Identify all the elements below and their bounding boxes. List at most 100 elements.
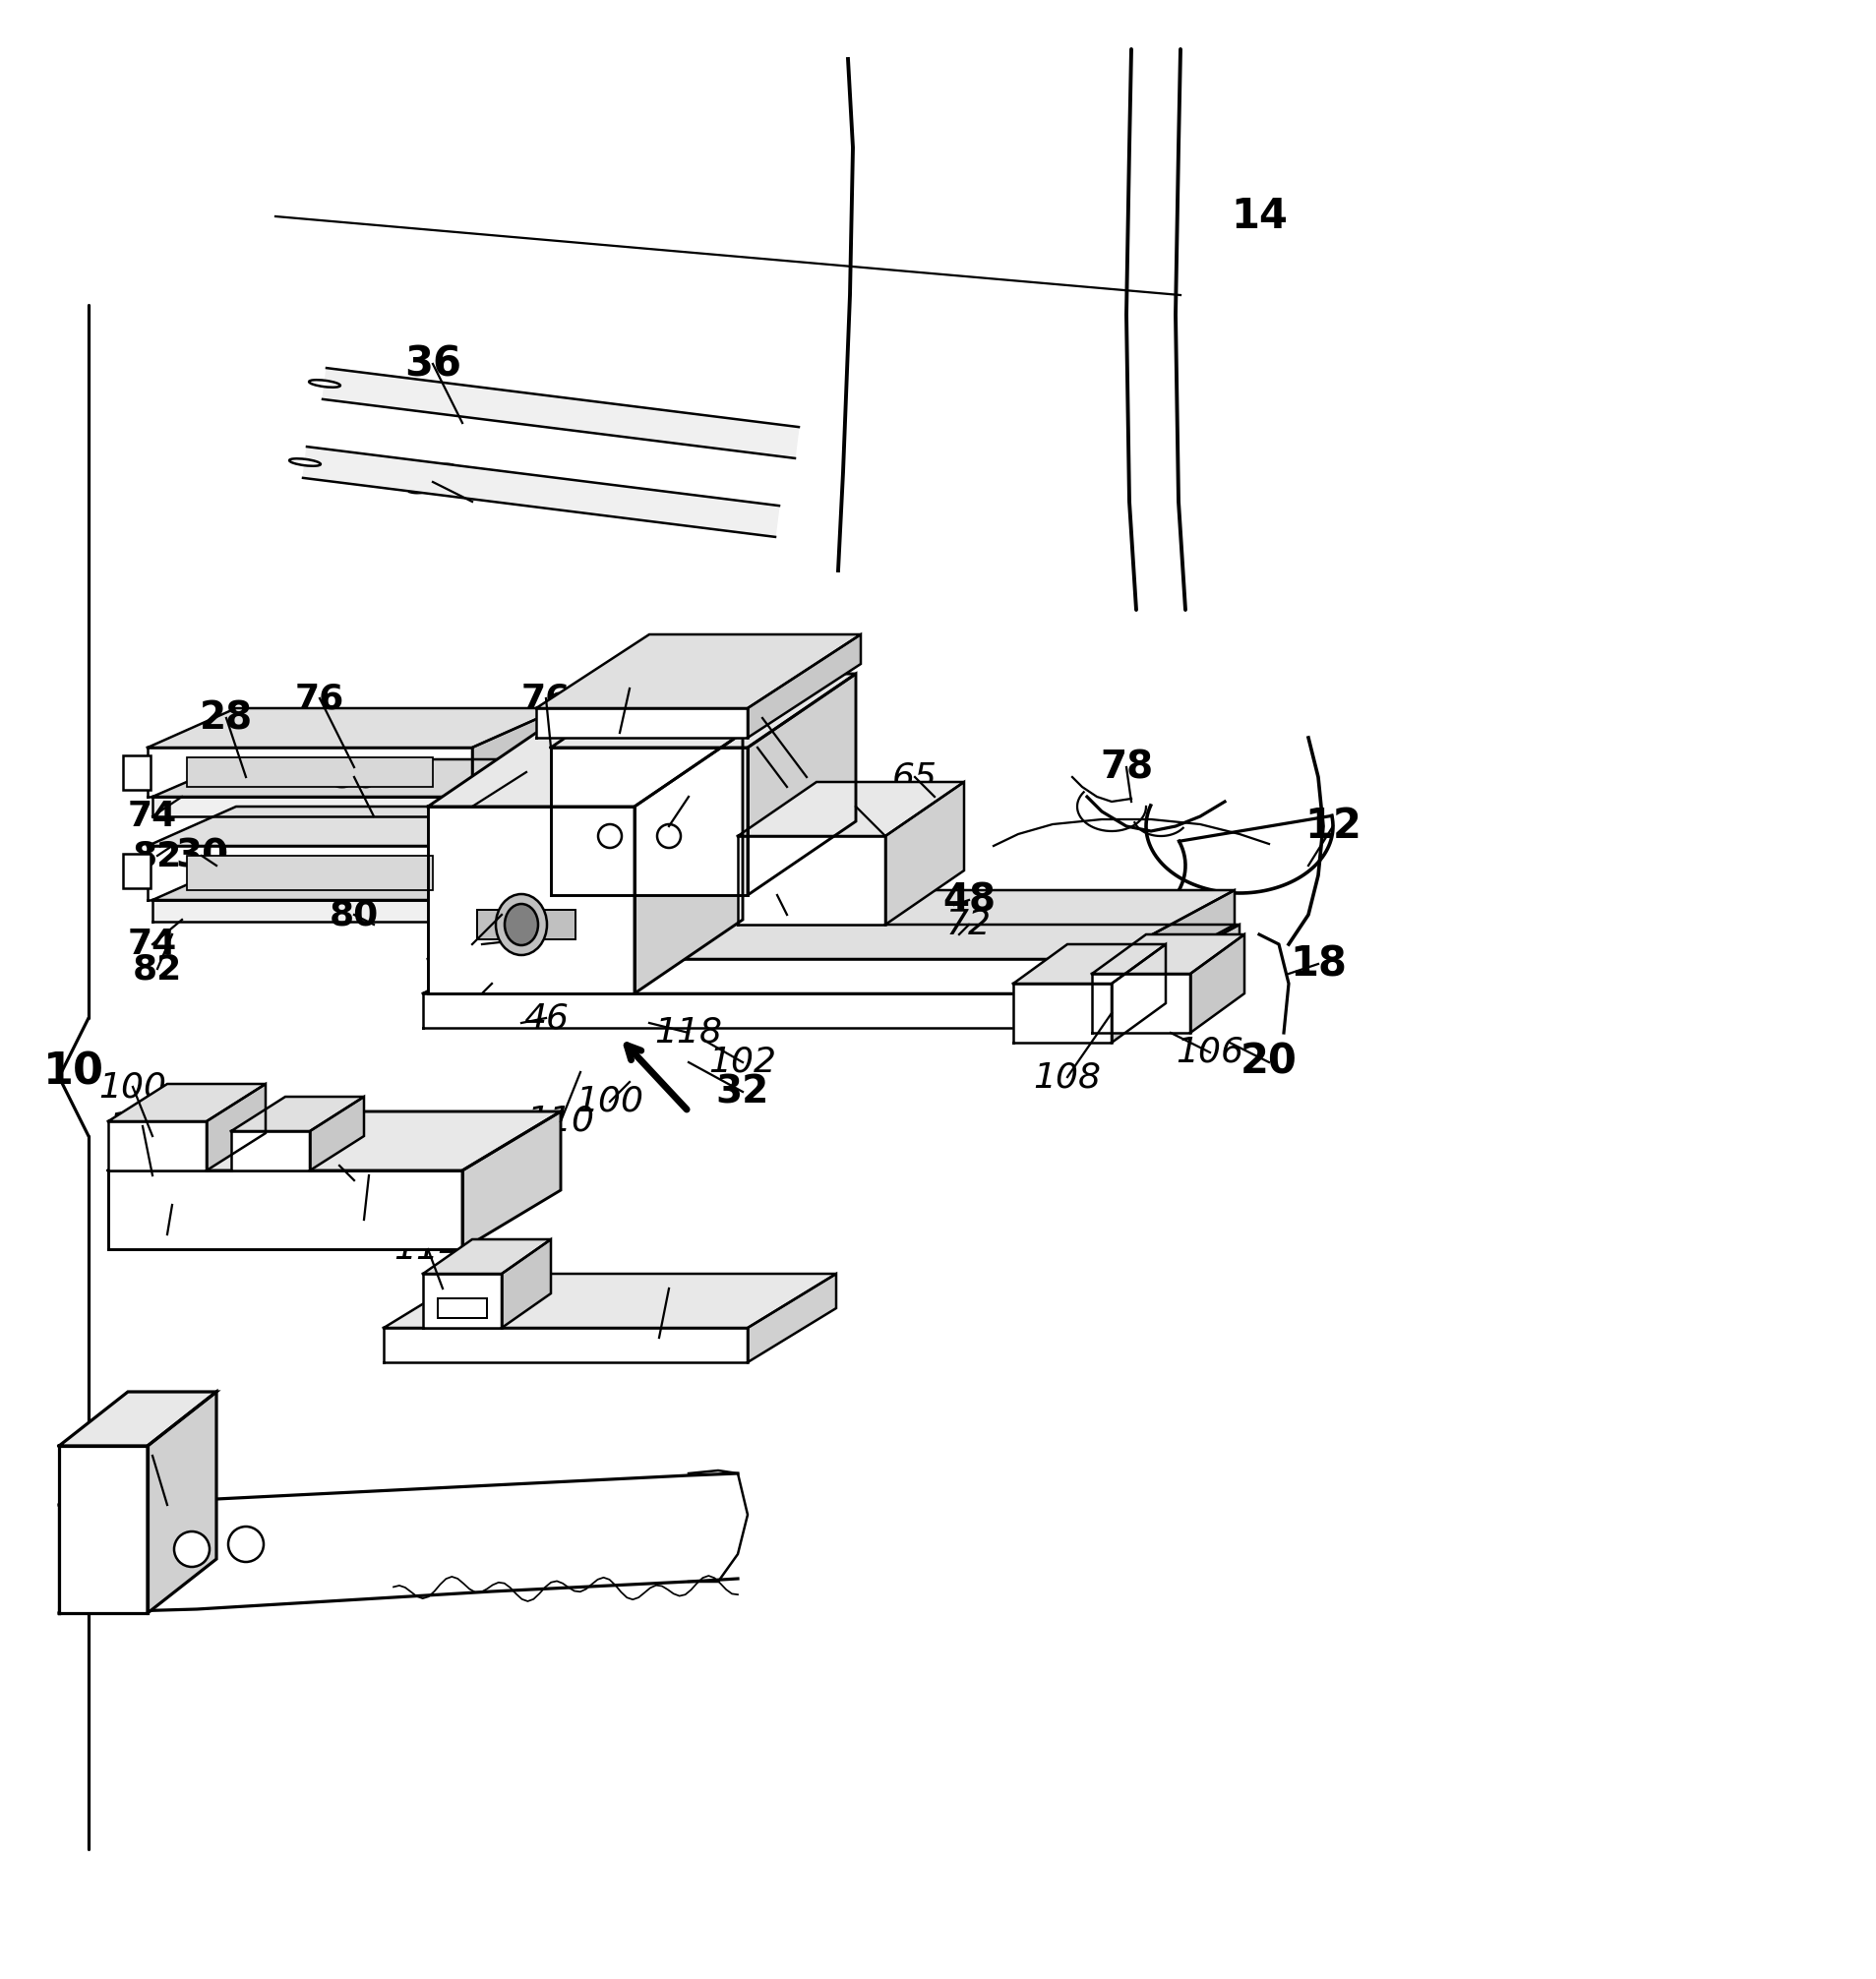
- Bar: [124, 853, 150, 889]
- Polygon shape: [428, 732, 743, 807]
- Ellipse shape: [289, 459, 321, 465]
- Text: 86: 86: [735, 730, 780, 764]
- Ellipse shape: [310, 380, 340, 388]
- Polygon shape: [1111, 924, 1238, 1027]
- Polygon shape: [634, 732, 743, 993]
- Text: 74: 74: [128, 800, 176, 833]
- Text: 76: 76: [295, 681, 345, 714]
- Polygon shape: [152, 798, 473, 817]
- Polygon shape: [109, 1112, 561, 1170]
- Text: 130: 130: [728, 701, 795, 734]
- Bar: [437, 1298, 486, 1318]
- Polygon shape: [310, 1096, 364, 1170]
- Text: 74: 74: [128, 928, 176, 962]
- Polygon shape: [747, 635, 861, 738]
- Polygon shape: [537, 635, 861, 708]
- Polygon shape: [422, 1274, 501, 1328]
- Polygon shape: [1013, 984, 1111, 1043]
- Text: 118: 118: [655, 1015, 722, 1049]
- Text: 102: 102: [709, 1045, 777, 1079]
- Polygon shape: [737, 835, 885, 924]
- FancyBboxPatch shape: [477, 910, 576, 940]
- Text: 26: 26: [604, 669, 653, 707]
- Text: 30: 30: [174, 837, 229, 875]
- Text: 110: 110: [527, 1104, 595, 1138]
- Text: 100: 100: [99, 1071, 167, 1104]
- Polygon shape: [152, 760, 559, 798]
- Text: 58: 58: [477, 926, 522, 960]
- Polygon shape: [148, 748, 473, 798]
- Text: 106: 106: [139, 1187, 206, 1221]
- Polygon shape: [537, 708, 747, 738]
- Polygon shape: [473, 861, 561, 922]
- Text: 76: 76: [565, 701, 615, 734]
- Circle shape: [598, 825, 621, 847]
- Polygon shape: [1111, 944, 1165, 1043]
- Text: 60: 60: [662, 778, 715, 815]
- Polygon shape: [428, 891, 1234, 960]
- Text: 10: 10: [43, 1051, 105, 1092]
- Polygon shape: [422, 1239, 552, 1274]
- Circle shape: [657, 825, 681, 847]
- Polygon shape: [148, 708, 561, 748]
- Polygon shape: [148, 845, 473, 900]
- Text: 34: 34: [313, 1148, 366, 1183]
- Text: 18: 18: [1289, 944, 1347, 986]
- Text: 100: 100: [576, 1084, 643, 1118]
- Text: 82: 82: [133, 952, 182, 986]
- Polygon shape: [747, 1274, 835, 1362]
- Polygon shape: [1107, 891, 1234, 993]
- Polygon shape: [152, 861, 561, 900]
- Polygon shape: [323, 368, 799, 459]
- Text: 76: 76: [522, 681, 570, 714]
- Bar: [188, 855, 433, 891]
- Polygon shape: [422, 993, 1111, 1027]
- Text: 20: 20: [1240, 1041, 1296, 1083]
- Polygon shape: [1189, 934, 1244, 1033]
- Polygon shape: [747, 673, 855, 895]
- Text: 102: 102: [109, 1110, 176, 1144]
- Polygon shape: [552, 748, 747, 895]
- Text: 24: 24: [475, 896, 527, 934]
- Polygon shape: [58, 1447, 148, 1613]
- Text: 80: 80: [330, 760, 379, 794]
- Text: 28: 28: [199, 699, 253, 736]
- Text: 62: 62: [754, 879, 799, 912]
- Polygon shape: [885, 782, 964, 924]
- Text: 82: 82: [133, 839, 182, 873]
- Polygon shape: [473, 760, 559, 817]
- Text: 36: 36: [403, 342, 461, 384]
- Text: 80: 80: [330, 898, 379, 932]
- Ellipse shape: [495, 895, 546, 956]
- Polygon shape: [109, 1170, 461, 1249]
- Polygon shape: [58, 1391, 216, 1447]
- Polygon shape: [231, 1096, 364, 1132]
- Polygon shape: [231, 1132, 310, 1170]
- Polygon shape: [422, 924, 1238, 993]
- Polygon shape: [58, 1474, 737, 1613]
- Text: 64: 64: [833, 790, 878, 823]
- Polygon shape: [737, 782, 964, 835]
- Polygon shape: [383, 1328, 747, 1362]
- Polygon shape: [552, 673, 855, 748]
- Polygon shape: [302, 447, 779, 536]
- Text: 72: 72: [946, 908, 991, 942]
- Polygon shape: [473, 708, 561, 798]
- Polygon shape: [1092, 934, 1244, 974]
- Text: 38: 38: [403, 461, 461, 503]
- Text: 108: 108: [1034, 1061, 1101, 1094]
- Text: 50: 50: [469, 968, 514, 999]
- Polygon shape: [109, 1122, 206, 1170]
- Bar: [124, 756, 150, 790]
- Polygon shape: [501, 1239, 552, 1328]
- Text: 116: 116: [634, 1272, 702, 1306]
- Polygon shape: [461, 1112, 561, 1249]
- Polygon shape: [1013, 944, 1165, 984]
- Polygon shape: [473, 807, 561, 900]
- Text: 40: 40: [124, 1435, 180, 1476]
- Text: 48: 48: [942, 881, 994, 918]
- Polygon shape: [383, 1274, 835, 1328]
- Polygon shape: [428, 807, 634, 993]
- Polygon shape: [148, 807, 561, 845]
- Text: 74: 74: [446, 790, 497, 823]
